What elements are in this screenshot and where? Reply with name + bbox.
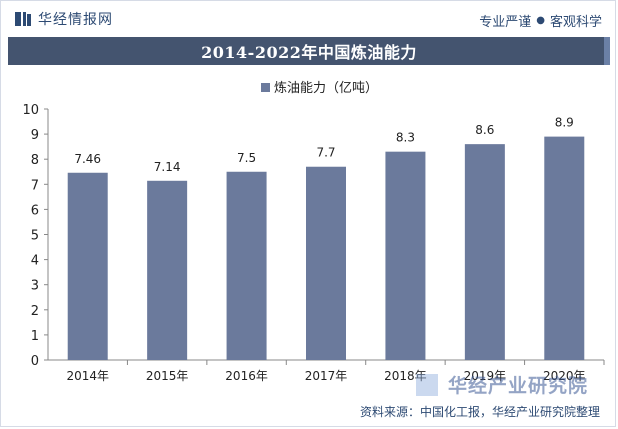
bar (306, 166, 346, 360)
y-tick-label: 2 (31, 304, 39, 319)
legend-label: 炼油能力（亿吨） (274, 81, 378, 96)
x-tick-label: 2018年 (384, 369, 427, 383)
header-bar: 华经情报网 专业严谨 ● 客观科学 (0, 0, 618, 36)
x-tick-label: 2020年 (543, 369, 586, 383)
bar (147, 180, 188, 360)
title-corner-decoration (604, 37, 610, 65)
bar-chart: 炼油能力（亿吨） 0 1 2 3 4 5 6 7 8 9 10 7.46 2014年 7.14 2015年 7.… (22, 81, 605, 383)
y-tick-label: 8 (31, 153, 39, 168)
watermark-square (416, 374, 438, 396)
watermark-text: 华经产业研究院 (448, 375, 589, 397)
data-label: 8.9 (555, 116, 574, 130)
brand-name: 华经情报网 (38, 12, 113, 28)
bar (385, 151, 426, 360)
data-label: 8.6 (475, 123, 494, 137)
source-note: 资料来源：中国化工报，华经产业研究院整理 (359, 405, 600, 419)
slogan-dot-icon: ● (536, 15, 545, 26)
data-label: 7.7 (316, 146, 335, 160)
data-label: 8.3 (396, 131, 415, 145)
y-tick-label: 6 (31, 203, 39, 218)
book-logo-icon (15, 12, 31, 26)
y-tick-label: 9 (31, 128, 39, 143)
bar (226, 171, 267, 360)
y-tick-label: 5 (31, 229, 39, 244)
x-tick-label: 2014年 (66, 369, 109, 383)
data-label: 7.5 (237, 151, 256, 165)
data-label: 7.46 (74, 152, 101, 166)
x-tick-label: 2017年 (305, 369, 348, 383)
bar (544, 136, 585, 360)
bar (464, 144, 505, 360)
y-tick-label: 0 (31, 354, 39, 369)
chart-title: 2014-2022年中国炼油能力 (201, 43, 417, 62)
data-label: 7.14 (154, 160, 181, 174)
slogan-left: 专业严谨 (479, 15, 532, 30)
bar (67, 172, 108, 360)
x-tick-label: 2019年 (464, 369, 507, 383)
legend-swatch (261, 83, 270, 92)
y-tick-label: 4 (31, 254, 39, 269)
chart-title-bar: 2014-2022年中国炼油能力 (8, 37, 610, 65)
y-tick-label: 1 (31, 329, 39, 344)
x-tick-label: 2015年 (146, 369, 189, 383)
slogan-right: 客观科学 (549, 15, 602, 30)
y-tick-label: 10 (22, 103, 39, 118)
slogan: 专业严谨 ● 客观科学 (479, 11, 602, 30)
y-tick-label: 7 (31, 178, 39, 193)
y-tick-label: 3 (31, 279, 39, 294)
brand-logo[interactable]: 华经情报网 (14, 9, 113, 29)
x-tick-label: 2016年 (225, 369, 268, 383)
